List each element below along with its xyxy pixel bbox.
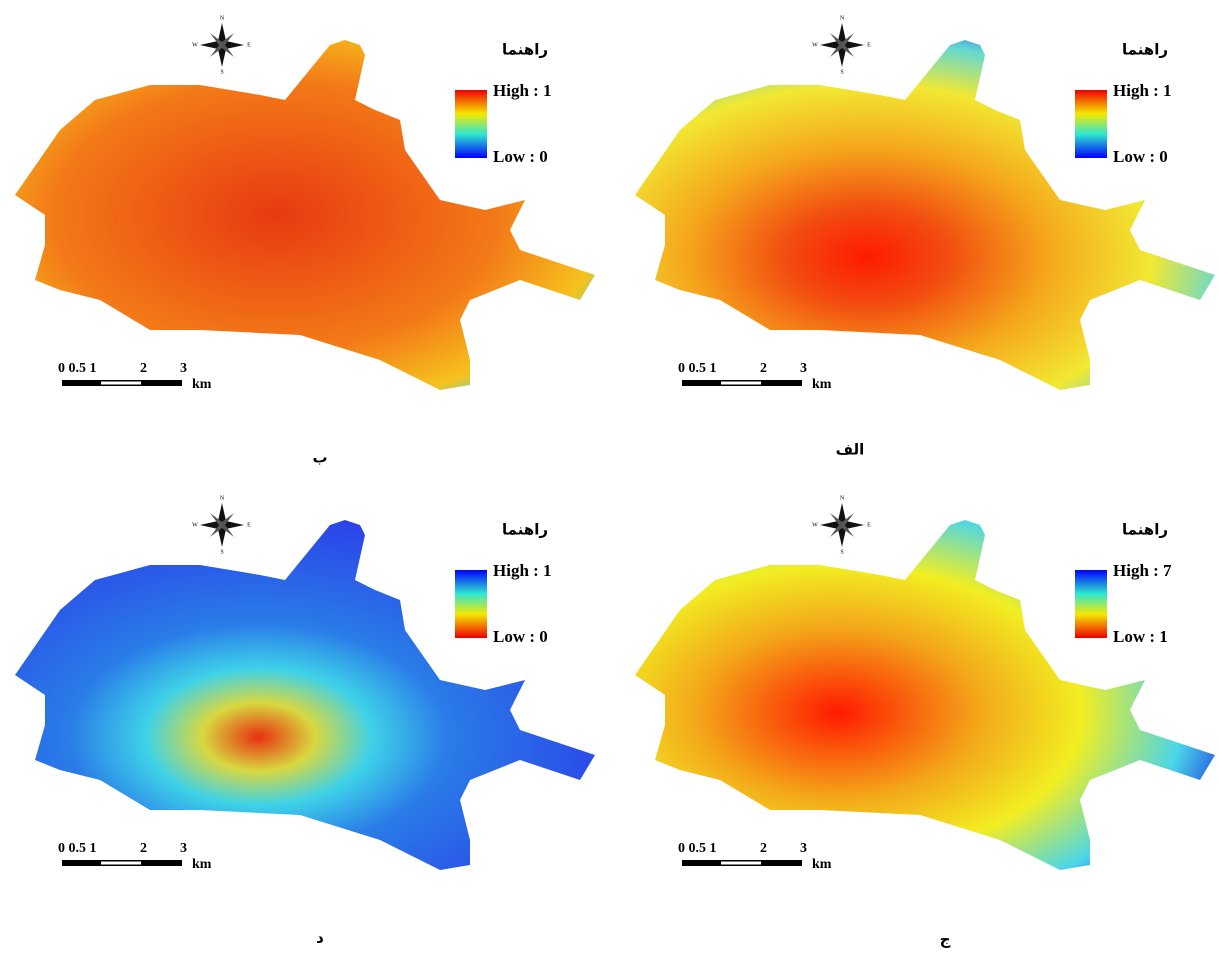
compass-star	[210, 33, 234, 57]
legend-high: High : 7	[1113, 561, 1172, 580]
compass: N E S W	[192, 495, 251, 555]
compass-letter: E	[247, 522, 251, 528]
map-area	[635, 40, 1215, 390]
scale-bar	[101, 861, 141, 865]
compass-star	[830, 513, 854, 537]
legend-high: High : 1	[493, 561, 552, 580]
scale-bar	[101, 381, 141, 385]
compass-letter: W	[812, 42, 818, 48]
compass-letter: S	[840, 549, 843, 555]
scale-unit: km	[812, 377, 832, 392]
scale-label: 2	[760, 361, 767, 376]
map-panel: N E S W راهنما High : 1 Low : 0 0 0.5 1 2 3 km	[15, 15, 595, 392]
panel-label: ب	[312, 449, 327, 467]
legend-low: Low : 1	[1113, 627, 1168, 646]
legend-high: High : 1	[1113, 81, 1172, 100]
scale-bar	[721, 381, 761, 385]
legend-low: Low : 0	[1113, 147, 1168, 166]
compass-letter: W	[192, 42, 198, 48]
panel-label: د	[316, 929, 324, 947]
legend-ramp	[455, 570, 487, 638]
scale-unit: km	[192, 857, 212, 872]
compass-letter: W	[812, 522, 818, 528]
compass: N E S W	[192, 15, 251, 75]
compass-letter: S	[220, 69, 223, 75]
compass-star	[210, 513, 234, 537]
panel-label: الف	[836, 441, 865, 459]
legend-low: Low : 0	[493, 147, 548, 166]
map-panel: N E S W راهنما High : 7 Low : 1 0 0.5 1 2 3 km	[635, 495, 1215, 872]
scale-label: 2	[140, 841, 147, 856]
map-panel: N E S W راهنما High : 1 Low : 0 0 0.5 1 2 3 km	[635, 15, 1215, 392]
legend-ramp	[1075, 90, 1107, 158]
legend-title: راهنما	[1122, 521, 1168, 539]
scale-label: 2	[140, 361, 147, 376]
panel-label: ج	[940, 931, 951, 949]
scale-unit: km	[192, 377, 212, 392]
compass-star	[830, 33, 854, 57]
scale-label: 2	[760, 841, 767, 856]
legend-title: راهنما	[1122, 41, 1168, 59]
compass-letter: W	[192, 522, 198, 528]
legend-title: راهنما	[502, 521, 548, 539]
legend-ramp	[455, 90, 487, 158]
map-area	[15, 40, 595, 390]
map-panel: N E S W راهنما High : 1 Low : 0 0 0.5 1 2 3 km	[15, 495, 595, 872]
compass-letter: E	[867, 522, 871, 528]
compass-letter: N	[220, 15, 225, 21]
compass-letter: N	[840, 495, 845, 501]
scale-label: 3	[800, 361, 807, 376]
compass-letter: E	[867, 42, 871, 48]
scale-label: 3	[800, 841, 807, 856]
legend-title: راهنما	[502, 41, 548, 59]
scale-label: 0 0.5 1	[678, 361, 717, 376]
scale-bar	[721, 861, 761, 865]
legend-high: High : 1	[493, 81, 552, 100]
scale-label: 0 0.5 1	[678, 841, 717, 856]
compass: N E S W	[812, 15, 871, 75]
map-area	[635, 520, 1215, 870]
compass-letter: S	[840, 69, 843, 75]
compass-letter: N	[220, 495, 225, 501]
compass: N E S W	[812, 495, 871, 555]
scale-label: 3	[180, 841, 187, 856]
compass-letter: E	[247, 42, 251, 48]
scale-unit: km	[812, 857, 832, 872]
legend-ramp	[1075, 570, 1107, 638]
compass-letter: N	[840, 15, 845, 21]
scale-label: 0 0.5 1	[58, 841, 97, 856]
scale-label: 3	[180, 361, 187, 376]
legend-low: Low : 0	[493, 627, 548, 646]
map-area	[15, 520, 595, 870]
compass-letter: S	[220, 549, 223, 555]
scale-label: 0 0.5 1	[58, 361, 97, 376]
